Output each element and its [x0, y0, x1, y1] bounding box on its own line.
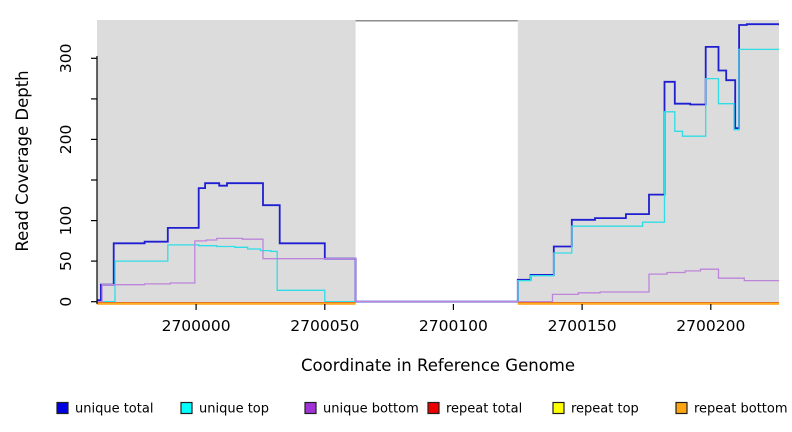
y-tick-label: 50: [57, 251, 75, 271]
legend-label: repeat bottom: [694, 402, 788, 417]
legend-swatch-unique-total: [56, 401, 69, 415]
series-layer: [97, 23, 779, 305]
x-tick-label: 2700100: [419, 317, 488, 335]
legend-swatch-repeat-total: [427, 401, 440, 415]
x-tick-label: 2700200: [676, 317, 745, 335]
series-line-unique-total: [97, 23, 779, 303]
x-tick-label: 2700050: [290, 317, 359, 335]
y-tick-label: 0: [57, 297, 75, 307]
shaded-panel: [97, 20, 356, 304]
x-tick-label: 2700150: [548, 317, 617, 335]
legend: unique total unique top unique bottom repea…: [56, 401, 788, 417]
legend-item-repeat-top: repeat top: [552, 401, 639, 417]
legend-item-repeat-bottom: repeat bottom: [675, 401, 788, 417]
y-axis-title: Read Coverage Depth: [13, 70, 32, 251]
legend-item-unique-total: unique total: [56, 401, 153, 417]
x-tick-label: 2700000: [162, 317, 231, 335]
legend-item-unique-top: unique top: [180, 401, 269, 417]
legend-label: repeat top: [571, 402, 639, 417]
y-tick-label: 300: [57, 44, 75, 74]
legend-item-unique-bottom: unique bottom: [304, 401, 419, 417]
shaded-panel: [517, 20, 779, 304]
legend-label: unique total: [75, 402, 153, 417]
legend-item-repeat-total: repeat total: [427, 401, 522, 417]
legend-swatch-repeat-bottom: [675, 401, 688, 415]
legend-swatch-unique-top: [180, 401, 193, 415]
legend-label: unique bottom: [323, 402, 419, 417]
legend-label: repeat total: [446, 402, 522, 417]
y-tick-label: 200: [57, 125, 75, 155]
legend-label: unique top: [199, 402, 269, 417]
legend-swatch-repeat-top: [552, 401, 565, 415]
x-axis-title: Coordinate in Reference Genome: [301, 356, 575, 375]
legend-swatch-unique-bottom: [304, 401, 317, 415]
series-line-unique-top: [97, 48, 779, 303]
series-line-unique-bottom: [97, 237, 779, 303]
y-tick-label: 100: [57, 206, 75, 236]
axes-layer: 0 50 100 200 300 2700000 2700050 2700100 2700150…: [57, 44, 745, 335]
panel-layer: [97, 19, 779, 304]
